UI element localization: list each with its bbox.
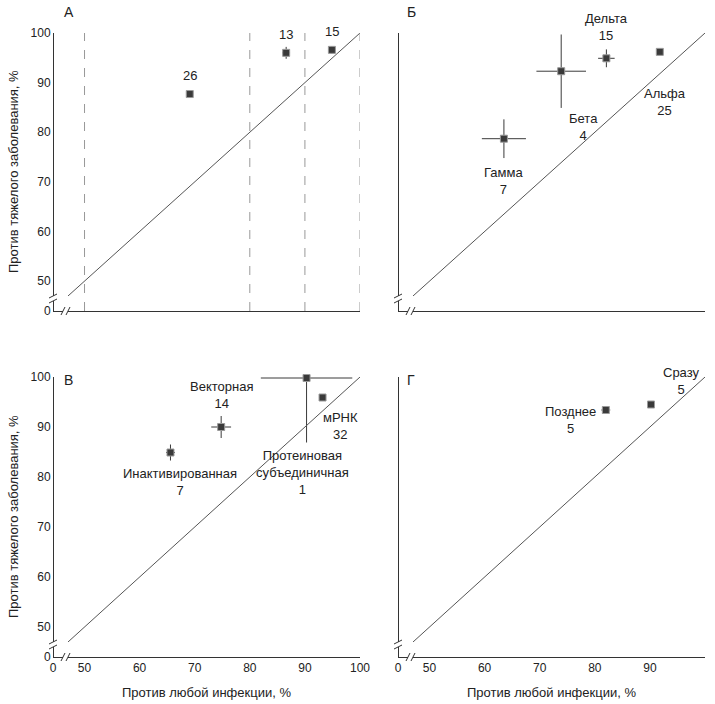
svg-text:Бета4: Бета4 — [569, 111, 598, 143]
svg-text:13: 13 — [279, 27, 293, 42]
svg-text:50: 50 — [78, 661, 92, 675]
svg-text:0: 0 — [395, 661, 402, 675]
svg-text:100: 100 — [350, 661, 370, 675]
svg-text:90: 90 — [298, 661, 312, 675]
svg-text:Г: Г — [407, 372, 415, 388]
svg-text:Векторная14: Векторная14 — [190, 379, 253, 411]
svg-text:Альфа25: Альфа25 — [644, 86, 686, 118]
svg-text:70: 70 — [533, 661, 547, 675]
svg-text:90: 90 — [37, 76, 51, 90]
svg-text:15: 15 — [325, 24, 339, 39]
svg-text:90: 90 — [643, 661, 657, 675]
svg-text:Дельта15: Дельта15 — [585, 11, 628, 43]
svg-text:80: 80 — [37, 470, 51, 484]
svg-text:80: 80 — [243, 661, 257, 675]
svg-text:100: 100 — [31, 370, 51, 384]
svg-text:50: 50 — [37, 620, 51, 634]
svg-text:70: 70 — [37, 175, 51, 189]
svg-text:Протеиноваясубъединичная1: Протеиноваясубъединичная1 — [256, 448, 349, 497]
svg-text:90: 90 — [37, 420, 51, 434]
svg-text:Сразу5: Сразу5 — [663, 365, 700, 397]
svg-text:60: 60 — [478, 661, 492, 675]
svg-text:70: 70 — [37, 520, 51, 534]
svg-text:Против тяжелого заболевания, %: Против тяжелого заболевания, % — [6, 70, 21, 273]
svg-text:80: 80 — [588, 661, 602, 675]
svg-text:60: 60 — [37, 225, 51, 239]
svg-text:50: 50 — [37, 274, 51, 288]
svg-text:Инактивированная7: Инактивированная7 — [123, 466, 237, 498]
svg-text:мРНК32: мРНК32 — [323, 410, 358, 442]
svg-text:Гамма7: Гамма7 — [484, 165, 523, 197]
svg-text:А: А — [64, 4, 74, 20]
svg-text:Б: Б — [407, 4, 416, 20]
svg-text:80: 80 — [37, 125, 51, 139]
svg-text:70: 70 — [188, 661, 202, 675]
svg-text:50: 50 — [423, 661, 437, 675]
svg-text:60: 60 — [37, 570, 51, 584]
svg-text:0: 0 — [50, 661, 57, 675]
svg-text:26: 26 — [183, 68, 197, 83]
svg-text:Против тяжелого заболевания, %: Против тяжелого заболевания, % — [6, 415, 21, 618]
svg-text:Позднее5: Позднее5 — [545, 404, 596, 436]
svg-text:Против любой инфекции, %: Против любой инфекции, % — [122, 685, 291, 700]
svg-text:0: 0 — [44, 650, 51, 664]
svg-text:Против любой инфекции, %: Против любой инфекции, % — [467, 685, 636, 700]
svg-text:0: 0 — [44, 304, 51, 318]
svg-text:В: В — [64, 372, 73, 388]
svg-text:100: 100 — [31, 26, 51, 40]
svg-text:60: 60 — [133, 661, 147, 675]
